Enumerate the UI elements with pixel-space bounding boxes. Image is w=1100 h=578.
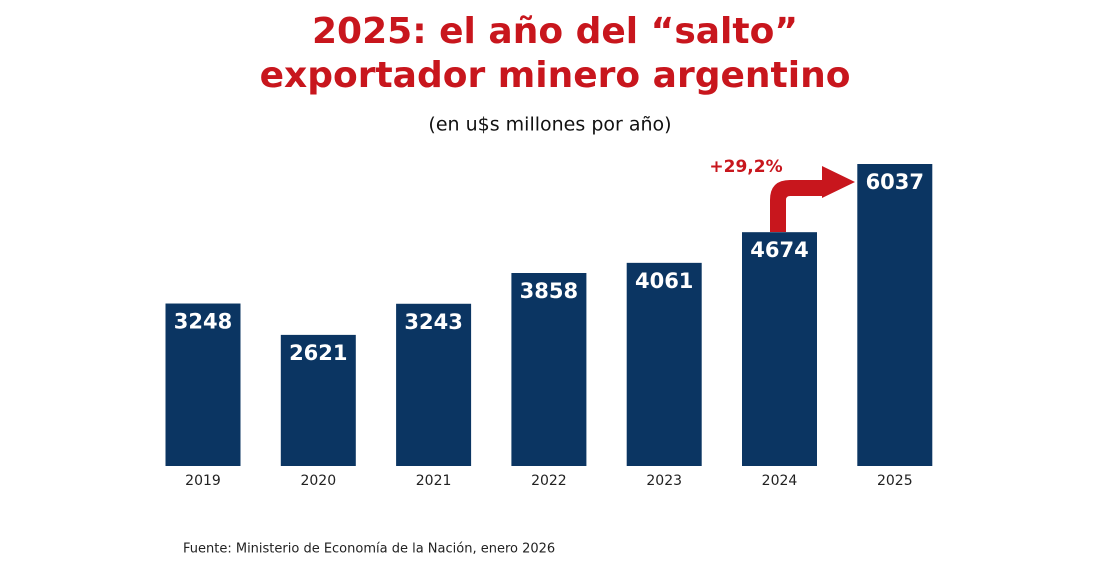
x-tick-label: 2024 <box>762 473 798 489</box>
value-label: 6037 <box>866 170 924 194</box>
annotation: +29,2% <box>709 157 782 177</box>
value-label: 3243 <box>404 310 462 334</box>
x-tick-label: 2025 <box>877 473 913 489</box>
chart-title: 2025: el año del “salto” <box>312 11 798 52</box>
bar <box>742 232 817 466</box>
value-label: 2621 <box>289 341 347 365</box>
bar <box>857 164 933 466</box>
growth-arrow <box>770 166 855 232</box>
chart-subtitle: (en u$s millones por año) <box>428 114 671 136</box>
bar <box>280 334 356 466</box>
chart-title: exportador minero argentino <box>260 55 851 96</box>
value-label: 3248 <box>174 310 232 334</box>
x-tick-label: 2019 <box>185 473 221 489</box>
bar <box>165 303 241 466</box>
x-tick-label: 2021 <box>416 473 452 489</box>
bar <box>626 262 702 466</box>
bar <box>511 273 587 466</box>
source-note: Fuente: Ministerio de Economía de la Nac… <box>183 542 555 557</box>
bar <box>396 303 472 466</box>
x-tick-label: 2020 <box>300 473 336 489</box>
value-label: 3858 <box>520 279 578 303</box>
x-tick-label: 2023 <box>646 473 682 489</box>
x-tick-label: 2022 <box>531 473 567 489</box>
value-label: 4061 <box>635 269 693 293</box>
value-label: 4674 <box>750 238 808 262</box>
